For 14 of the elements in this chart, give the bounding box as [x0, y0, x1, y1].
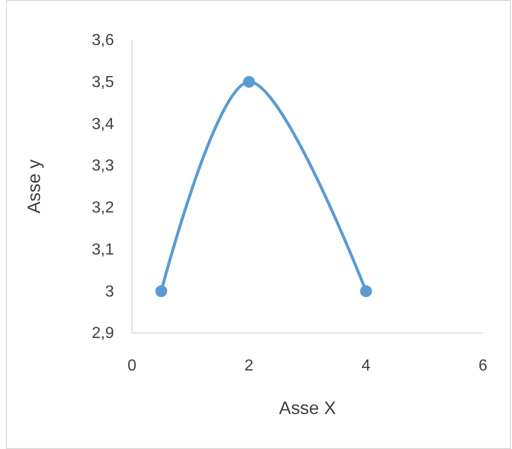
x-tick-label: 0	[128, 357, 137, 374]
y-tick-label: 2,9	[92, 325, 114, 342]
x-tick-label: 6	[478, 357, 488, 374]
y-axis-title: Asse y	[24, 159, 44, 214]
y-tick-label: 3	[105, 283, 114, 300]
y-tick-label: 3,4	[92, 116, 114, 133]
y-tick-label: 3,3	[92, 158, 114, 175]
y-tick-label: 3,6	[92, 32, 114, 50]
y-tick-label: 3,2	[92, 200, 114, 217]
y-tick-label: 3,5	[92, 74, 114, 91]
y-tick-label: 3,1	[92, 241, 114, 258]
x-tick-label: 2	[244, 357, 254, 374]
x-axis-title: Asse X	[278, 398, 336, 418]
x-tick-label: 4	[362, 357, 371, 374]
